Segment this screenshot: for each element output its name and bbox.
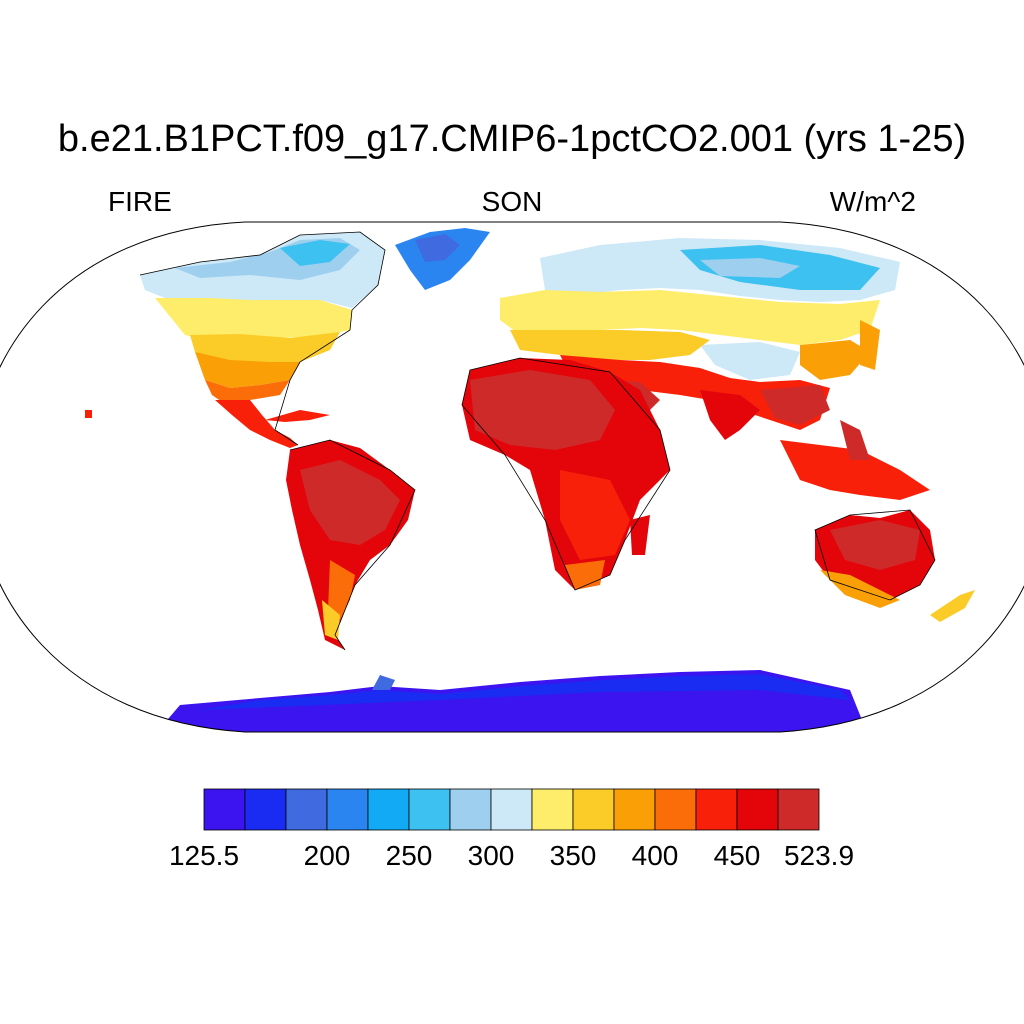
colorbar-tick-label: 200 (303, 840, 351, 871)
colorbar-swatch (326, 788, 369, 831)
colorbar-tick-label: 250 (385, 840, 433, 871)
colorbar-tick-label: 300 (467, 840, 515, 871)
units-label: W/m^2 (829, 186, 916, 217)
colorbar (203, 788, 820, 831)
colorbar-labels: 125.5 200 250 300 350 400 450 523.9 (0, 840, 1024, 880)
colorbar-swatch (285, 788, 328, 831)
colorbar-swatch (490, 788, 533, 831)
southeast-asia (780, 440, 930, 500)
colorbar-swatch (367, 788, 410, 831)
colorbar-swatch (408, 788, 451, 831)
colorbar-tick-label: 350 (549, 840, 597, 871)
colorbar-swatch (654, 788, 697, 831)
colorbar-swatch (736, 788, 779, 831)
antarctica-coast (200, 674, 850, 710)
colorbar-swatch (531, 788, 574, 831)
eurasia-mid (500, 290, 880, 345)
colorbar-swatch (203, 788, 246, 831)
colorbar-tick-label: 450 (713, 840, 761, 871)
colorbar-swatch (572, 788, 615, 831)
variable-label: FIRE (108, 186, 172, 217)
coastlines (139, 231, 936, 651)
colorbar-min-label: 125.5 (168, 840, 240, 871)
map-title: b.e21.B1PCT.f09_g17.CMIP6-1pctCO2.001 (y… (57, 118, 967, 160)
new-zealand (930, 590, 975, 622)
north-america-mid (155, 298, 352, 340)
colorbar-swatch (449, 788, 492, 831)
colorbar-swatch (777, 788, 820, 831)
land-fill (85, 228, 975, 732)
map-boundary (0, 221, 1024, 733)
colorbar-tick-label: 400 (631, 840, 679, 871)
season-label: SON (481, 186, 543, 217)
colorbar-swatch (244, 788, 287, 831)
central-america (215, 400, 298, 448)
colorbar-swatch (613, 788, 656, 831)
colorbar-swatch (695, 788, 738, 831)
colorbar-max-label: 523.9 (783, 840, 855, 871)
